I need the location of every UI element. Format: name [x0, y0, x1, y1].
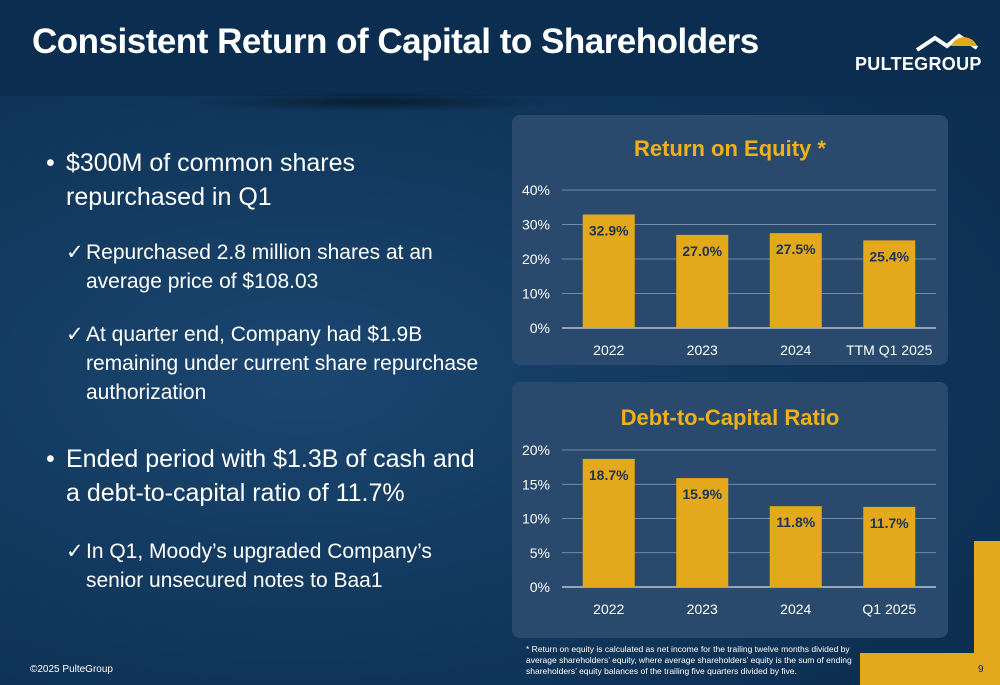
- bullet-dot: •: [46, 149, 55, 177]
- bar: [769, 506, 822, 587]
- x-tick-label: 2022: [593, 342, 624, 358]
- y-tick-label: 10%: [522, 286, 550, 302]
- bar: [676, 478, 729, 587]
- data-label: 25.4%: [869, 248, 909, 264]
- debt-capital-chart-panel: Debt-to-Capital Ratio 0% 5% 10% 15% 20% 18.7%…: [512, 382, 948, 638]
- copyright: ©2025 PulteGroup: [30, 664, 113, 675]
- y-tick-label: 5%: [530, 545, 550, 561]
- y-tick-label: 30%: [522, 217, 550, 233]
- bullet-dot: •: [46, 445, 55, 473]
- y-tick-label: 0%: [530, 320, 550, 336]
- checkmark-icon: ✓: [66, 323, 84, 346]
- y-tick-label: 0%: [530, 579, 550, 595]
- chart-title: Return on Equity *: [634, 136, 826, 161]
- bullet-text: $300M of common shares repurchased in Q1: [66, 149, 356, 211]
- x-tick-label: Q1 2025: [862, 601, 916, 617]
- bar: [582, 458, 635, 587]
- y-tick-label: 20%: [522, 251, 550, 267]
- checkmark-icon: ✓: [66, 241, 84, 264]
- title-shadow: [190, 92, 560, 112]
- footnote: * Return on equity is calculated as net …: [526, 644, 852, 676]
- data-label: 11.8%: [776, 514, 815, 530]
- x-tick-label: 2024: [780, 601, 811, 617]
- bullet-text: Ended period with $1.3B of cash and a de…: [66, 445, 475, 507]
- data-label: 27.5%: [776, 241, 816, 257]
- slide-title: Consistent Return of Capital to Sharehol…: [32, 22, 759, 61]
- data-label: 18.7%: [589, 467, 629, 483]
- x-tick-label: 2024: [780, 342, 811, 358]
- y-tick-label: 15%: [522, 476, 550, 492]
- logo-wordmark: PULTEGROUP: [855, 54, 982, 74]
- sub-bullet-text: Repurchased 2.8 million shares at an ave…: [86, 241, 433, 293]
- accent-bar-vertical: [974, 541, 1000, 653]
- chart-title: Debt-to-Capital Ratio: [620, 405, 840, 430]
- data-label: 32.9%: [589, 222, 629, 238]
- sub-bullet-text: In Q1, Moody’s upgraded Company’s senior…: [86, 540, 432, 592]
- checkmark-icon: ✓: [66, 540, 84, 563]
- bar: [676, 234, 729, 328]
- bar: [863, 240, 916, 328]
- y-tick-label: 40%: [522, 182, 550, 198]
- sub-bullet-text: At quarter end, Company had $1.9B remain…: [86, 323, 479, 404]
- roofline-logo-icon: [915, 33, 979, 52]
- bar: [769, 233, 822, 328]
- y-tick-label: 20%: [522, 442, 550, 458]
- x-tick-label: 2022: [593, 601, 624, 617]
- accent-bar-horizontal: [860, 653, 1000, 685]
- data-label: 11.7%: [870, 515, 909, 531]
- page-number: 9: [978, 664, 984, 675]
- y-tick-label: 10%: [522, 511, 550, 527]
- title-bar: [0, 0, 1000, 96]
- pultegroup-logo: PULTEGROUP: [855, 26, 985, 76]
- x-tick-label: TTM Q1 2025: [846, 342, 933, 358]
- debt-capital-chart: 0% 5% 10% 15% 20% 18.7% 2022 15.9% 2023 11.8% 2024…: [522, 442, 936, 617]
- bar: [582, 214, 635, 328]
- data-label: 27.0%: [682, 243, 722, 259]
- roe-chart: 0% 10% 20% 30% 40% 32.9% 2022 27.0% 2023 27.5% 202…: [522, 182, 936, 358]
- roe-chart-panel: Return on Equity * 0% 10% 20% 30% 40% 32.9% 20…: [512, 115, 948, 365]
- x-tick-label: 2023: [687, 342, 718, 358]
- x-tick-label: 2023: [687, 601, 718, 617]
- data-label: 15.9%: [682, 486, 722, 502]
- bar: [863, 506, 916, 587]
